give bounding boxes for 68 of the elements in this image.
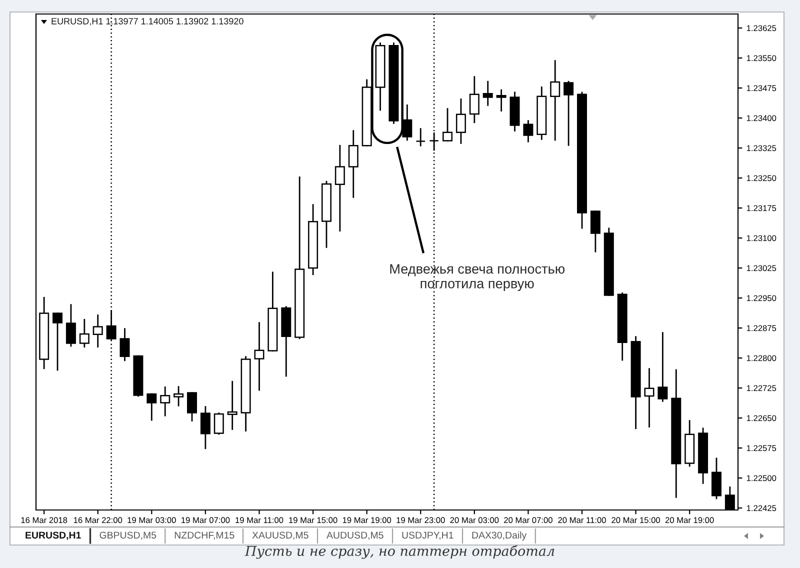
chart-title: EURUSD,H1 1.13977 1.14005 1.13902 1.13920 [52,18,244,26]
candlestick [120,328,130,362]
x-tick-label: 20 Mar 11:00 [558,517,606,524]
y-tick-label: 1.22425 [746,505,776,512]
x-tick-label: 20 Mar 07:00 [504,517,552,524]
candlestick [92,314,103,348]
candlestick [334,144,345,232]
candlestick [66,304,76,347]
candlestick [658,332,668,402]
y-tick-label: 1.23625 [746,25,776,32]
x-tick-label: 19 Mar 19:00 [342,517,392,524]
y-tick-label: 1.22500 [746,475,776,482]
text: Пусть и не сразу, но паттерн отработал [244,545,554,559]
candlestick [442,108,453,142]
candlestick [590,210,600,252]
candlestick [79,318,90,348]
candlestick [496,89,506,112]
y-tick-label: 1.23250 [746,175,776,182]
y-tick-label: 1.22875 [746,325,776,332]
y-tick-label: 1.22725 [746,385,776,392]
y-tick-label: 1.23325 [746,145,776,152]
candlestick [52,312,63,371]
x-tick-label: 19 Mar 03:00 [128,517,176,524]
x-tick-label: 20 Mar 19:00 [665,517,714,524]
candlestick [564,80,574,146]
y-tick-label: 1.22575 [746,445,776,452]
y-tick-label: 1.23400 [746,115,776,122]
y-tick-label: 1.22800 [746,355,776,362]
candlestick [416,128,426,146]
text: DAX30,Daily [472,531,527,541]
candlestick [482,80,493,106]
candlestick [187,392,197,422]
y-tick-label: 1.22650 [746,415,776,422]
x-tick-label: 19 Mar 15:00 [289,517,338,524]
text: USDJPY,H1 [402,532,454,540]
candlestick [174,386,184,406]
candlestick [469,76,480,124]
x-tick-label: 19 Mar 23:00 [396,517,445,524]
y-tick-label: 1.23550 [746,55,776,62]
x-tick-label: 19 Mar 11:00 [236,517,284,524]
y-tick-label: 1.22950 [746,295,776,302]
text: XAUUSD,M5 [252,532,308,540]
x-tick-label: 19 Mar 07:00 [182,517,230,524]
candlestick [146,393,157,421]
y-tick-label: 1.23475 [746,85,776,92]
x-tick-label: 16 Mar 22:00 [74,517,122,524]
annotation: Медвежья свеча полностью поглотила первую [390,264,565,292]
candlestick [254,322,264,391]
text: AUDUSD,M5 [326,532,384,540]
text: GBPUSD,M5 [100,532,156,540]
candlestick [348,130,358,198]
text: EURUSD,H1 [26,532,81,540]
x-tick-label: 20 Mar 15:00 [612,517,660,524]
y-tick-label: 1.23100 [746,235,776,242]
y-tick-label: 1.23025 [746,265,776,272]
candlestick [711,458,722,500]
candlestick [200,406,210,450]
x-tick-label: 16 Mar 2018 [21,517,68,524]
candlestick [644,368,654,428]
candlestick [214,412,224,435]
candlestick [227,380,238,430]
y-tick-label: 1.23175 [746,205,776,212]
candlestick [456,98,466,144]
text: NZDCHF,M15 [174,532,234,540]
candlestick [523,120,534,142]
candlestick [160,386,170,416]
candlestick [550,60,560,141]
x-tick-label: 20 Mar 03:00 [450,517,499,524]
